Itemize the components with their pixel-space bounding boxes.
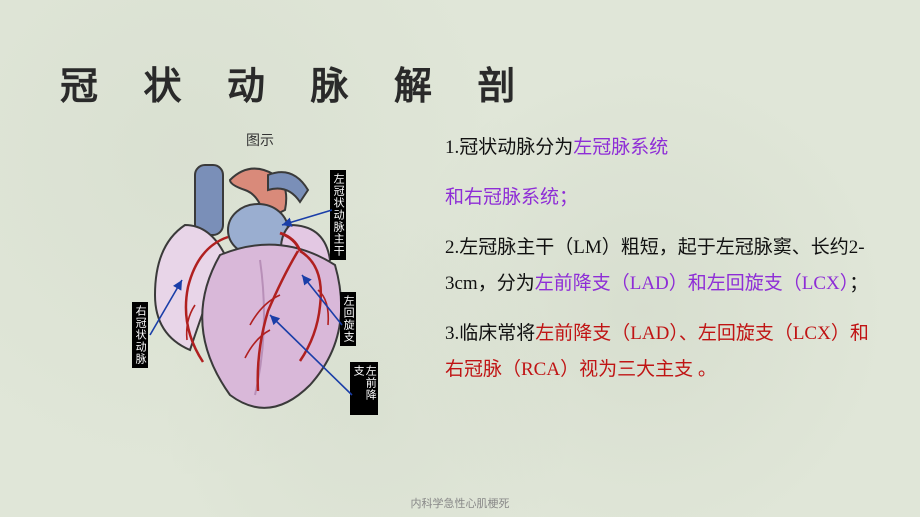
p1-b: 左冠脉系统: [573, 137, 668, 158]
p1-c: 和右冠脉系统；: [445, 187, 578, 208]
label-circumflex: 左回旋支: [340, 292, 356, 346]
diagram-caption: 图示: [110, 130, 410, 150]
p3-a: 3.临床常将: [445, 323, 535, 344]
point-3: 3.临床常将左前降支（LAD）、左回旋支（LCX）和右冠脉（RCA）视为三大主支…: [445, 316, 875, 388]
footer-text: 内科学急性心肌梗死: [0, 495, 920, 511]
slide-title: 冠 状 动 脉 解 剖: [60, 55, 534, 110]
point-2: 2.左冠脉主干（LM）粗短，起于左冠脉窦、长约2-3cm，分为左前降支（LAD）…: [445, 230, 875, 302]
label-left-main: 左冠状动脉主干: [330, 170, 346, 260]
point-1: 1.冠状动脉分为左冠脉系统: [445, 130, 875, 166]
p1-a: 1.冠状动脉分为: [445, 137, 573, 158]
point-1c: 和右冠脉系统；: [445, 180, 875, 216]
body-text: 1.冠状动脉分为左冠脉系统 和右冠脉系统； 2.左冠脉主干（LM）粗短，起于左冠…: [445, 130, 875, 403]
p2-b: 左前降支（LAD）和左回旋支（LCX）: [535, 273, 850, 294]
label-rca: 右冠状动脉: [132, 302, 148, 368]
label-lad: 左前降支: [350, 362, 378, 415]
p2-c: ；: [849, 273, 868, 294]
heart-diagram: 图示 左冠状动脉主干 左回旋支 左前降支 右冠状动脉: [110, 130, 410, 415]
